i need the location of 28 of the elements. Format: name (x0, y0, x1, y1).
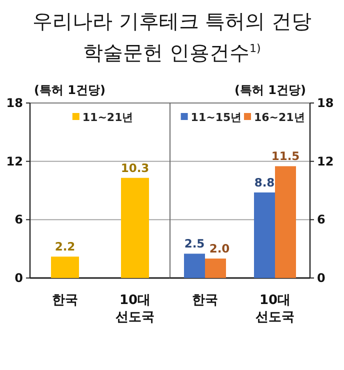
x-tick-label: 한국 (52, 293, 78, 308)
y-tick-label: 6 (14, 212, 23, 227)
data-label: 2.5 (184, 236, 205, 251)
bar (184, 254, 205, 278)
data-label: 11.5 (271, 149, 300, 164)
legend-label: 11~15년 (190, 111, 242, 124)
y2-tick-label: 12 (317, 154, 334, 168)
y2-tick-label: 6 (317, 212, 326, 227)
data-label: 8.8 (254, 175, 275, 190)
y2-tick-label: 0 (317, 271, 326, 285)
data-label: 2.2 (54, 240, 76, 254)
x-tick-label: 10대 선도국 (256, 293, 294, 325)
x-tick-label: 10대 선도국 (116, 293, 154, 325)
legend-label: 16~21년 (254, 111, 305, 124)
data-label: 2.0 (209, 242, 230, 256)
legend-label: 11~21년 (82, 111, 134, 124)
y-tick-label: 12 (6, 154, 23, 168)
bar (205, 258, 226, 278)
x-tick-label: 한국 (192, 293, 218, 308)
data-label: 10.3 (120, 160, 150, 175)
y2-axis-title: (특허 1건당) (234, 83, 306, 97)
y-tick-label: 18 (6, 96, 23, 110)
chart-title: 우리나라 기후테크 특허의 건당 학술문헌 인용건수$^{1)}$ (31, 8, 313, 67)
bar (254, 192, 275, 278)
y-tick-label: 0 (14, 271, 23, 285)
y2-tick-label: 18 (317, 96, 334, 110)
y-axis-title: (특허 1건당) (34, 83, 106, 97)
bar (275, 166, 296, 278)
